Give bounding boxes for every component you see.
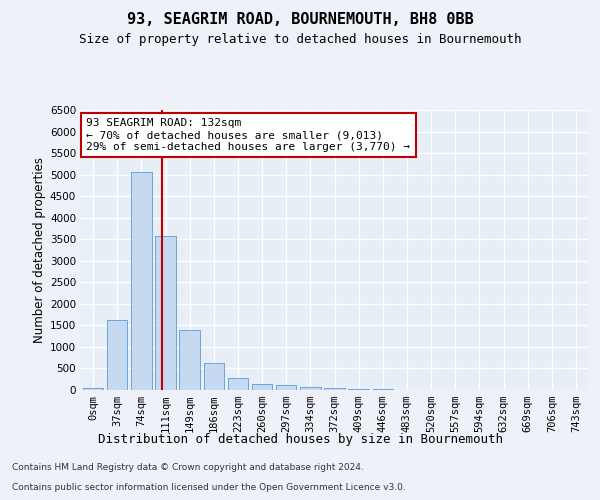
Text: 93 SEAGRIM ROAD: 132sqm
← 70% of detached houses are smaller (9,013)
29% of semi: 93 SEAGRIM ROAD: 132sqm ← 70% of detache… [86, 118, 410, 152]
Bar [252, 384, 272, 390]
Bar [324, 388, 345, 390]
Bar [203, 363, 224, 390]
Bar [227, 378, 248, 390]
Bar [300, 387, 320, 390]
Bar [131, 172, 152, 390]
Bar [107, 320, 127, 390]
Text: Size of property relative to detached houses in Bournemouth: Size of property relative to detached ho… [79, 32, 521, 46]
Text: 93, SEAGRIM ROAD, BOURNEMOUTH, BH8 0BB: 93, SEAGRIM ROAD, BOURNEMOUTH, BH8 0BB [127, 12, 473, 28]
Bar [276, 386, 296, 390]
Bar [155, 236, 176, 390]
Bar [349, 388, 369, 390]
Bar [179, 330, 200, 390]
Text: Distribution of detached houses by size in Bournemouth: Distribution of detached houses by size … [97, 432, 503, 446]
Y-axis label: Number of detached properties: Number of detached properties [33, 157, 46, 343]
Text: Contains public sector information licensed under the Open Government Licence v3: Contains public sector information licen… [12, 484, 406, 492]
Bar [83, 388, 103, 390]
Text: Contains HM Land Registry data © Crown copyright and database right 2024.: Contains HM Land Registry data © Crown c… [12, 464, 364, 472]
